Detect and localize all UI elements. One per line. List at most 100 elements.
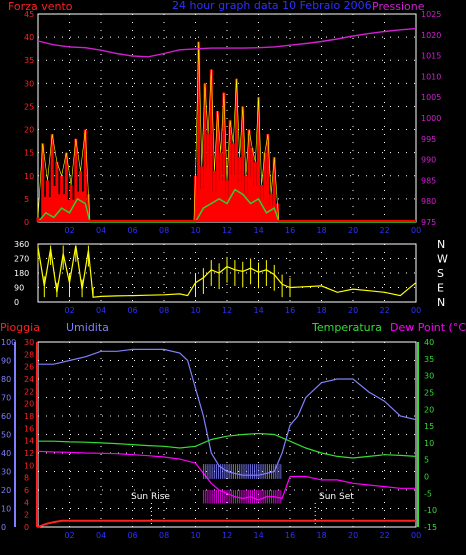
- temperature-ytick: -15: [424, 523, 437, 532]
- humidity-line: [38, 348, 417, 476]
- temperature-ytick: 35: [424, 355, 434, 364]
- rain-ytick: 20: [24, 400, 34, 409]
- wind-bar: [247, 129, 251, 222]
- wind-bar: [234, 78, 238, 222]
- pressure-ytick: 1000: [421, 114, 441, 123]
- direction-panel-xtick: 22: [380, 306, 390, 315]
- direction-letter-w: W: [437, 253, 448, 266]
- wind-fill: [198, 188, 202, 222]
- wind-panel-xtick: 10: [191, 226, 201, 235]
- wind-fill: [47, 197, 53, 222]
- dewpoint-line: [37, 450, 416, 501]
- direction-panel-xtick: 20: [348, 306, 358, 315]
- wind-fill: [214, 191, 218, 222]
- direction-letter-n: N: [437, 296, 445, 309]
- wind-panel-xtick: 00: [411, 226, 421, 235]
- wind-bar: [50, 134, 54, 222]
- pressure-ytick: 1015: [421, 52, 441, 61]
- humidity-ytick: 90: [1, 357, 11, 366]
- direction-ytick: 270: [14, 255, 29, 264]
- direction-panel-xtick: 02: [65, 306, 75, 315]
- pressure-ytick: 985: [421, 176, 436, 185]
- climate-panel-xtick: 16: [285, 531, 295, 540]
- wind-panel-xtick: 12: [222, 226, 232, 235]
- wind-fill: [75, 191, 81, 222]
- rain-ytick: 30: [24, 338, 34, 347]
- direction-letter-e: E: [437, 282, 444, 295]
- pressure-ytick: 995: [421, 135, 436, 144]
- sunrise-label: Sun Rise: [131, 492, 170, 502]
- direction-panel-xtick: 16: [285, 306, 295, 315]
- rain-ytick: 18: [24, 412, 34, 421]
- wind-panel-xtick: 16: [285, 226, 295, 235]
- wind-ytick: 0: [24, 218, 29, 227]
- climate-panel-xtick: 12: [222, 531, 232, 540]
- humidity-ytick: 40: [1, 449, 11, 458]
- pressure-ytick: 975: [421, 218, 436, 227]
- rain-ytick: 22: [24, 387, 34, 396]
- wind-fill: [242, 194, 246, 222]
- wind-panel-xtick: 08: [159, 226, 169, 235]
- rain-ytick: 6: [24, 486, 29, 495]
- pressure-line: [37, 27, 417, 58]
- wind-ytick: 40: [24, 33, 34, 42]
- wind-ytick: 20: [24, 126, 34, 135]
- wind-fill: [56, 194, 62, 222]
- wind-bar: [209, 69, 213, 222]
- temperature-line: [38, 432, 417, 459]
- wind-fill: [217, 180, 221, 222]
- temperature-ytick: 40: [424, 338, 434, 347]
- climate-panel-xtick: 04: [96, 531, 106, 540]
- wind-fill: [233, 174, 237, 222]
- wind-fill: [227, 197, 231, 222]
- rain-axis-label: Pioggia: [0, 321, 40, 334]
- direction-panel-xtick: 00: [411, 306, 421, 315]
- wind-fill: [52, 185, 57, 222]
- wind-fill: [252, 185, 256, 222]
- wind-ytick: 5: [24, 195, 29, 204]
- temperature-ytick: 0: [424, 473, 429, 482]
- humidity-ytick: 80: [1, 375, 11, 384]
- rain-ytick: 24: [24, 375, 34, 384]
- temperature-ytick: 30: [424, 372, 434, 381]
- wind-gust-line: [37, 41, 416, 223]
- climate-panel-xtick: 20: [348, 531, 358, 540]
- direction-letter-s: S: [437, 267, 444, 280]
- temperature-ytick: 10: [424, 439, 434, 448]
- wind-bar: [266, 134, 270, 222]
- direction-panel-xtick: 06: [128, 306, 138, 315]
- temperature-axis-label: Temperatura: [311, 321, 382, 334]
- humidity-ytick: 100: [1, 338, 16, 347]
- wind-axis-label: Forza vento: [8, 0, 73, 13]
- temperature-ytick: -5: [424, 489, 432, 498]
- direction-panel-xtick: 18: [317, 306, 327, 315]
- humidity-ytick: 70: [1, 394, 11, 403]
- direction-panel-xtick: 10: [191, 306, 201, 315]
- temperature-ytick: 20: [424, 405, 434, 414]
- wind-fill: [223, 197, 227, 222]
- climate-panel-xtick: 18: [317, 531, 327, 540]
- wind-bar: [222, 92, 226, 222]
- wind-fill: [245, 194, 250, 222]
- wind-bar: [203, 83, 207, 222]
- wind-fill: [239, 183, 243, 222]
- wind-fill: [42, 197, 48, 222]
- humidity-ytick: 20: [1, 486, 11, 495]
- wind-fill: [208, 169, 212, 222]
- wind-fill: [274, 210, 278, 222]
- climate-panel-xtick: 08: [159, 531, 169, 540]
- wind-bar: [257, 97, 260, 222]
- rain-ytick: 26: [24, 363, 34, 372]
- wind-bar: [228, 120, 232, 222]
- wind-panel-xtick: 04: [96, 226, 106, 235]
- temperature-ytick: 5: [424, 456, 429, 465]
- direction-letter-n: N: [437, 238, 445, 251]
- wind-ytick: 45: [24, 10, 34, 19]
- rain-ytick: 14: [24, 437, 34, 446]
- wind-fill: [85, 205, 89, 222]
- wind-ytick: 15: [24, 149, 34, 158]
- climate-panel-xtick: 02: [65, 531, 75, 540]
- wind-bar: [55, 161, 59, 222]
- wind-fill: [236, 183, 240, 222]
- direction-panel-xtick: 04: [96, 306, 106, 315]
